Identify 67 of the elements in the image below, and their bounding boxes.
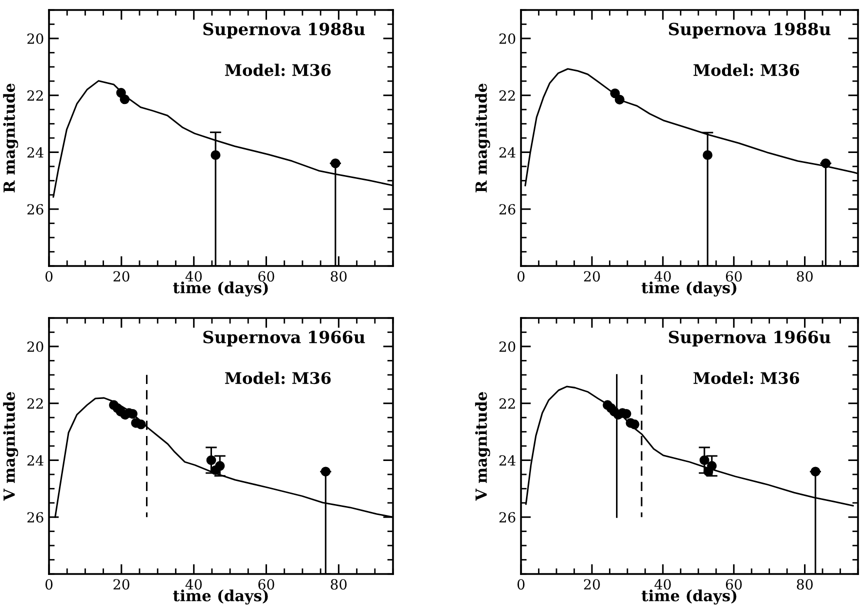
x-tick-label: 0: [45, 271, 52, 282]
y-tick-label: 24: [499, 455, 516, 466]
point: [330, 158, 340, 168]
annotation: Model: M36: [694, 372, 800, 384]
y-axis-title: V magnitude: [3, 392, 18, 501]
y-tick-label: 24: [27, 455, 44, 466]
point: [706, 461, 717, 471]
x-tick-label: 60: [726, 271, 742, 282]
annotation: Model: M36: [225, 64, 331, 76]
x-tick-label: 40: [654, 579, 671, 590]
x-tick-label: 60: [258, 271, 274, 282]
y-tick-label: 20: [27, 33, 44, 44]
annotation: Model: M36: [694, 64, 800, 76]
x-tick-label: 40: [185, 579, 202, 590]
x-axis-title: time (days): [642, 282, 736, 297]
point: [210, 150, 220, 160]
point: [120, 94, 130, 104]
y-tick-label: 22: [499, 398, 515, 409]
x-tick-label: 20: [584, 271, 600, 282]
annotation: Model: M36: [225, 372, 331, 384]
x-tick-label: 40: [654, 271, 671, 282]
annotation: Supernova 1988u: [203, 22, 365, 39]
x-tick-label: 0: [517, 271, 524, 282]
point: [614, 94, 624, 104]
x-tick-label: 0: [45, 579, 52, 590]
point: [702, 150, 712, 160]
x-tick-label: 20: [114, 579, 130, 590]
y-tick-label: 26: [499, 512, 516, 523]
point: [820, 158, 831, 168]
point: [810, 466, 820, 476]
y-tick-label: 26: [499, 204, 516, 215]
annotation: Supernova 1966u: [203, 330, 365, 347]
x-tick-label: 40: [185, 271, 202, 282]
annotation: Supernova 1966u: [668, 330, 830, 347]
point: [700, 455, 710, 466]
y-tick-label: 22: [27, 90, 43, 101]
y-tick-label: 24: [27, 147, 44, 158]
point: [215, 461, 225, 471]
point: [630, 420, 640, 430]
x-tick-label: 80: [330, 271, 347, 282]
x-tick-label: 80: [330, 579, 347, 590]
y-tick-label: 20: [27, 341, 44, 352]
y-tick-label: 26: [27, 512, 44, 523]
y-axis-title: V magnitude: [475, 392, 490, 501]
x-tick-label: 0: [517, 579, 524, 590]
point: [610, 88, 620, 98]
x-tick-label: 20: [114, 271, 130, 282]
x-tick-label: 20: [584, 579, 600, 590]
y-axis-title: R magnitude: [475, 84, 490, 192]
x-tick-label: 60: [258, 579, 274, 590]
x-tick-label: 60: [726, 579, 742, 590]
point: [320, 466, 331, 476]
y-tick-label: 24: [499, 147, 516, 158]
y-tick-label: 22: [499, 90, 515, 101]
y-tick-label: 22: [27, 398, 43, 409]
x-axis-title: time (days): [642, 590, 736, 605]
annotation: Supernova 1988u: [668, 22, 830, 39]
point: [206, 455, 216, 466]
y-axis-title: R magnitude: [3, 84, 18, 192]
x-axis-title: time (days): [173, 590, 268, 605]
y-tick-label: 26: [27, 204, 44, 215]
x-axis-title: time (days): [173, 282, 268, 297]
x-tick-label: 80: [796, 579, 813, 590]
y-tick-label: 20: [499, 33, 516, 44]
x-tick-label: 80: [796, 271, 813, 282]
point: [136, 420, 146, 430]
y-tick-label: 20: [499, 341, 516, 352]
